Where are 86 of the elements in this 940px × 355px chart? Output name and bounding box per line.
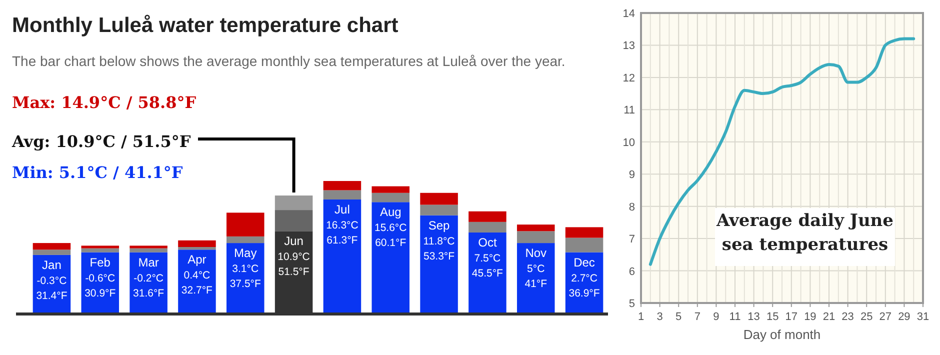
x-tick-label: 7: [694, 311, 700, 323]
annotation: Min: 5.1°C / 41.1°F: [12, 163, 184, 182]
y-tick-label: 13: [622, 40, 635, 52]
x-tick-label: 29: [898, 311, 910, 323]
bar: [420, 192, 458, 205]
annotation: 16.3°C 61.3°F: [326, 219, 359, 246]
bar: [468, 232, 506, 313]
x-tick-label: Dec: [574, 255, 595, 270]
annotation: -0.2°C 31.6°F: [133, 272, 164, 300]
annotation: 7.5°C 45.5°F: [472, 252, 503, 280]
x-tick-label: 11: [729, 311, 741, 323]
annotation: 15.6°C 60.1°F: [374, 222, 408, 250]
y-tick-label: 9: [628, 169, 635, 182]
line-series: [648, 37, 916, 266]
annotation: 5°C 41°F: [524, 263, 548, 290]
chart-subtitle: The bar chart below shows the average monthly sea temperatures at Luleå over the year.: [12, 53, 566, 69]
bar: [468, 222, 506, 232]
x-tick-label: May: [234, 246, 257, 260]
x-tick-label: Nov: [525, 246, 547, 260]
bar: [274, 210, 313, 232]
text: Max: 14.9°C / 58.8°F: [12, 93, 197, 112]
y-tick-label: 11: [624, 104, 635, 117]
x-tick-label: Jun: [284, 234, 304, 248]
x-tick-label: Jan: [42, 258, 62, 272]
x-tick-label: Mar: [138, 255, 159, 270]
x-tick-label: 19: [804, 311, 816, 323]
bar: [516, 243, 555, 313]
y-tick-label: 10: [622, 136, 635, 149]
x-tick-label: Jul: [334, 202, 350, 216]
bar: [226, 236, 264, 244]
x-tick-label: 15: [766, 311, 779, 323]
bar: [323, 181, 362, 190]
bar: [372, 202, 410, 313]
annotation: Average daily June sea temperatures: [716, 211, 894, 255]
x-tick-label: 17: [785, 311, 798, 323]
x-tick-label: 25: [860, 311, 873, 323]
chart-title: Monthly Luleå water temperature chart: [12, 14, 398, 37]
y-tick-label: 8: [628, 201, 635, 214]
y-tick-label: 6: [628, 266, 635, 278]
x-tick-label: Apr: [188, 252, 206, 267]
text: Avg: 10.9°C / 51.5°F: [11, 132, 192, 151]
annotation: 3.1°C 37.5°F: [230, 263, 261, 290]
x-tick-label: Feb: [90, 255, 111, 270]
bar: [32, 243, 71, 250]
x-tick-label: 9: [713, 311, 720, 323]
x-axis-title: Day of month: [743, 327, 821, 342]
bar: [130, 248, 168, 252]
x-tick-label: 1: [638, 311, 644, 323]
x-tick-label: Sep: [428, 218, 450, 232]
bar: [130, 246, 168, 248]
x-tick-label: 5: [676, 311, 682, 323]
bar: [226, 212, 264, 236]
bar: [81, 248, 120, 252]
bar: [420, 204, 458, 216]
bar: [516, 224, 555, 232]
annotation: -0.3°C 31.4°F: [36, 274, 68, 302]
bar: [372, 186, 410, 193]
y-tick-label: 5: [628, 298, 635, 310]
bar: [565, 227, 604, 238]
x-tick-label: 31: [916, 311, 930, 323]
y-tick-label: 12: [622, 72, 635, 84]
bar: [178, 240, 216, 247]
bar: [420, 215, 458, 313]
y-tick-label: 14: [622, 8, 635, 20]
annotation: 2.7°C 36.9°F: [568, 272, 600, 300]
bar: [274, 196, 313, 210]
bar: [178, 247, 216, 250]
bar: [516, 231, 555, 244]
x-tick-label: 23: [842, 311, 854, 323]
bar: [372, 192, 410, 202]
bar: [565, 238, 604, 252]
x-tick-label: 21: [822, 311, 836, 323]
x-tick-label: 3: [656, 311, 663, 323]
x-tick-label: Oct: [478, 235, 498, 250]
annotation: 0.4°C 32.7°F: [181, 270, 212, 297]
x-tick-label: 13: [748, 311, 760, 323]
bar: [81, 246, 120, 248]
bar: [468, 211, 506, 222]
annotation: 10.9°C 51.5°F: [278, 251, 310, 278]
annotation: -0.6°C 30.9°F: [84, 272, 116, 300]
bar: [323, 190, 362, 200]
bar: [32, 250, 71, 255]
annotation: 11.8°C 53.3°F: [423, 235, 456, 262]
x-tick-label: Aug: [380, 205, 402, 220]
x-tick-label: 27: [879, 311, 892, 323]
bar: [323, 199, 362, 313]
